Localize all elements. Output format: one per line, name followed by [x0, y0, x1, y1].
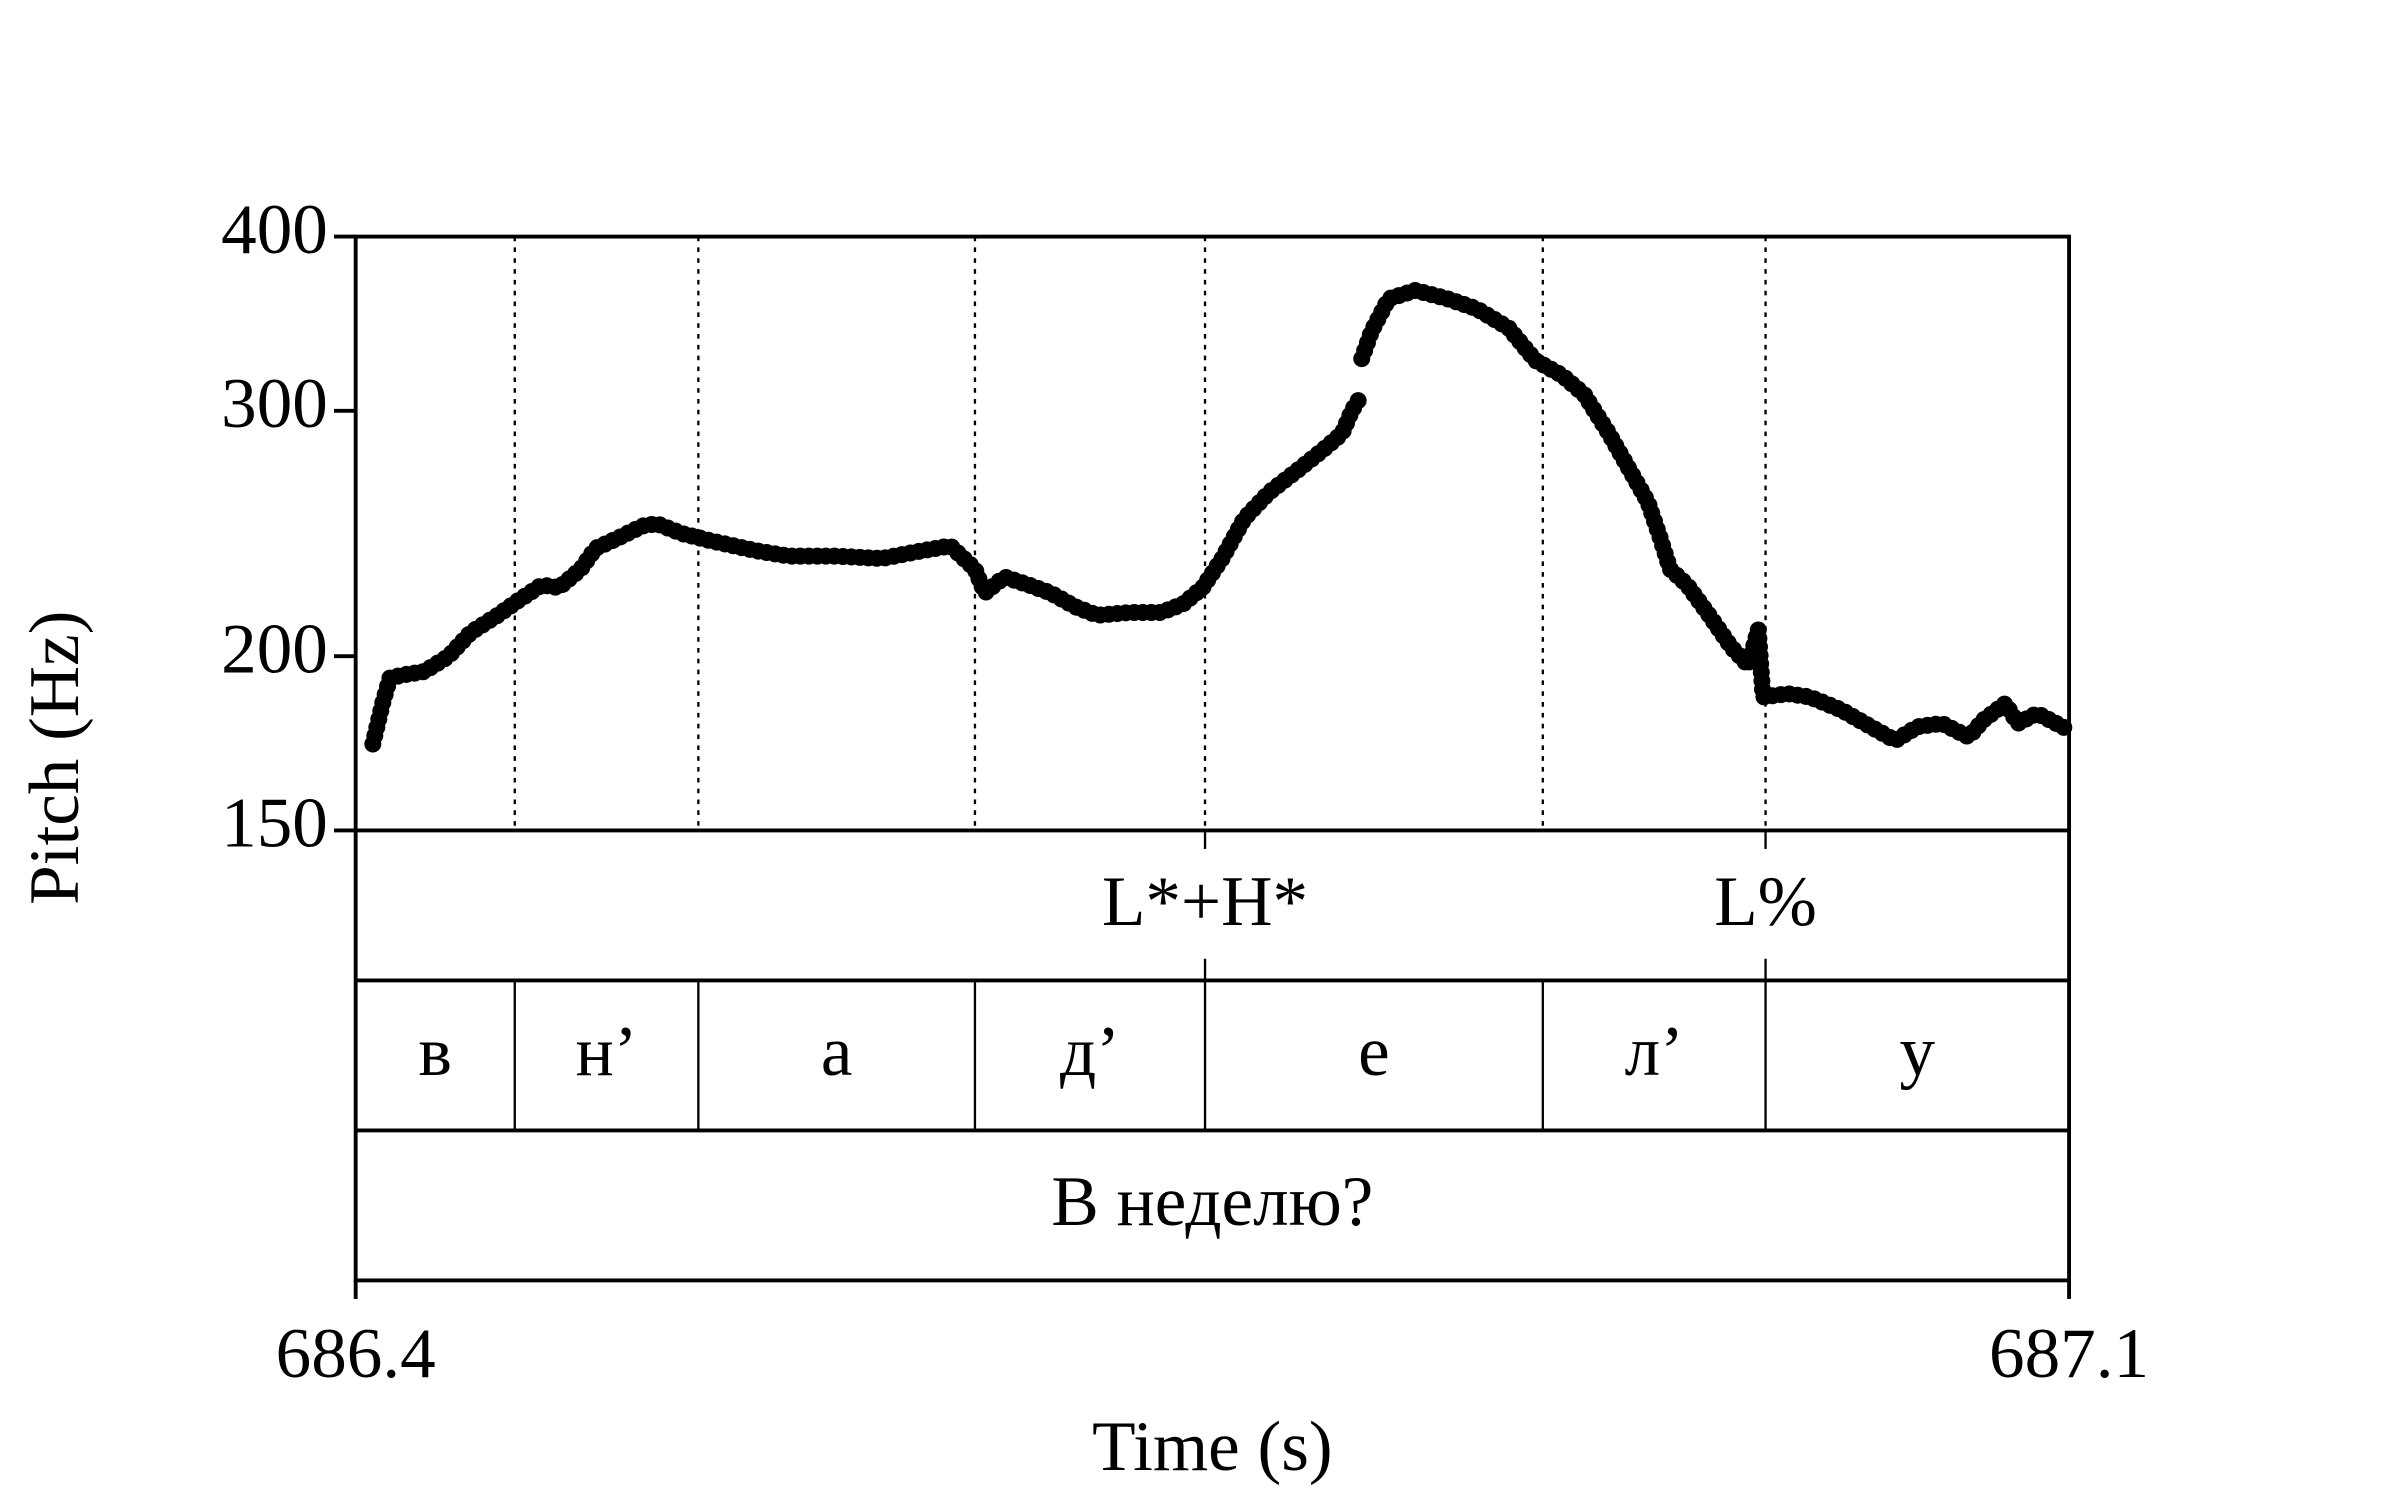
y-tick-label: 300: [221, 365, 328, 443]
interval-label: у: [1900, 1013, 1936, 1091]
point-label: L*+H*: [1102, 863, 1308, 941]
interval-label: В неделю?: [1051, 1163, 1373, 1241]
interval-label: л’: [1625, 1013, 1684, 1091]
interval-label: в: [418, 1013, 452, 1091]
x-axis-label: Time (s): [1092, 1408, 1332, 1486]
plot-frame: [353, 234, 2072, 1283]
interval-label: а: [821, 1013, 853, 1091]
y-tick-label: 400: [221, 191, 328, 269]
x-tick-label: 687.1: [1989, 1315, 2149, 1393]
pitch-curve: [364, 281, 2078, 753]
interval-label: д’: [1060, 1013, 1120, 1091]
y-axis-label: Pitch (Hz): [16, 611, 94, 905]
y-tick-label: 150: [221, 785, 328, 863]
interval-label: е: [1358, 1013, 1390, 1091]
interval-label: н’: [576, 1013, 638, 1091]
point-label: L%: [1714, 863, 1817, 941]
y-tick-label: 200: [221, 611, 328, 689]
x-tick-label: 686.4: [276, 1315, 436, 1393]
